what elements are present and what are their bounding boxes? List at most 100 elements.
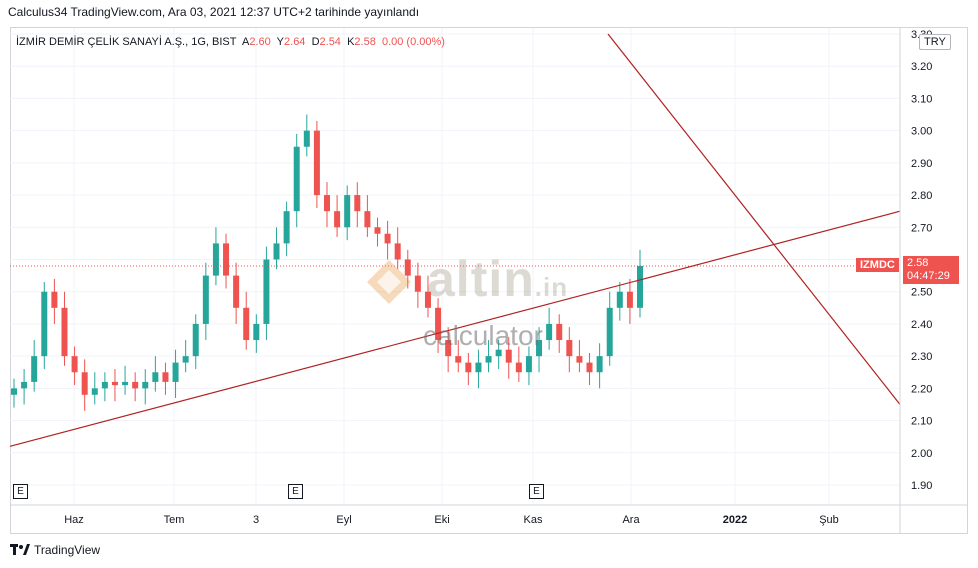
low-value: 2.54 [319,36,341,48]
candle [546,307,553,350]
x-tick-label: Şub [819,514,839,526]
candle [334,195,341,237]
high-value: 2.64 [284,36,306,48]
candle [132,372,139,402]
y-tick-label: 2.80 [911,190,932,202]
y-tick-label: 2.10 [911,416,932,428]
candle [243,291,250,350]
candle [364,195,371,237]
currency-button[interactable]: TRY [919,34,951,50]
y-tick-label: 2.40 [911,319,932,331]
candle [536,327,543,373]
candle [606,291,613,366]
candle [293,133,300,228]
candle [445,327,452,373]
candle [142,369,149,405]
y-axis: 1.902.002.102.202.302.402.502.602.702.80… [899,28,932,534]
candle [253,314,260,353]
x-tick-label: Tem [164,514,185,526]
y-tick-label: 2.20 [911,383,932,395]
candle [586,352,593,386]
candle [162,362,169,395]
candle [91,372,98,405]
candle [384,220,391,260]
y-tick-label: 3.20 [911,61,932,73]
candle [202,262,209,341]
candle [182,340,189,373]
candle [414,262,421,308]
candle [455,340,462,373]
y-tick-label: 1.90 [911,480,932,492]
candle [465,352,472,386]
candle [223,233,230,289]
y-tick-label: 2.50 [911,287,932,299]
candle [394,227,401,270]
candle [81,359,88,411]
candle [324,182,330,228]
trendlines [9,33,901,447]
support-trendline[interactable] [9,210,901,447]
candle [61,291,68,366]
x-tick-label: Ara [622,514,640,526]
candle [263,246,270,341]
footer[interactable]: TradingView [10,543,100,557]
candle [344,185,351,241]
candle [152,356,159,392]
earnings-event-marker[interactable]: E [529,484,544,499]
y-tick-label: 2.90 [911,158,932,170]
candle [424,275,431,318]
candle [101,372,108,402]
candle [475,349,482,389]
x-tick-label: Eyl [336,514,351,526]
earnings-event-marker[interactable]: E [13,484,28,499]
candle [616,282,623,321]
tradingview-logo-icon [10,544,30,555]
grid [10,28,900,505]
open-value: 2.60 [249,36,271,48]
last-price: 2.58 [907,257,929,269]
candle [122,365,129,395]
x-tick-label: Haz [64,514,84,526]
candle [192,314,199,370]
candle [11,378,17,408]
candle [41,282,48,370]
candle [21,369,28,405]
y-tick-label: 2.70 [911,222,932,234]
candle [212,227,219,286]
candle [637,249,643,318]
candle [515,346,522,382]
symbol-name: İZMİR DEMİR ÇELİK SANAYİ A.Ş., 1G, BIST [16,36,237,48]
y-tick-label: 2.00 [911,448,932,460]
last-price-tag: 2.58 04:47:29 [903,256,959,284]
candles [11,114,643,411]
publish-info: Calculus34 TradingView.com, Ara 03, 2021… [8,5,420,19]
y-tick-label: 2.30 [911,351,932,363]
symbol-legend: İZMİR DEMİR ÇELİK SANAYİ A.Ş., 1G, BIST … [16,36,445,48]
candle [566,327,573,373]
candle [596,343,603,389]
candle [233,262,240,324]
candle [172,349,179,399]
candle [626,278,633,324]
candle [303,114,310,157]
candle [354,182,361,228]
candle [283,201,290,257]
candle [273,227,280,270]
candle [374,217,381,247]
x-tick-label: 2022 [723,514,747,526]
ticker-tag: IZMDC [856,258,899,272]
y-tick-label: 3.10 [911,93,932,105]
candle [525,346,532,386]
candle [313,120,320,208]
candle [505,336,512,379]
resistance-trendline[interactable] [607,33,901,405]
x-tick-label: 3 [253,514,259,526]
y-tick-label: 3.00 [911,126,932,138]
chart-frame [10,27,968,534]
candle [51,278,58,324]
candle [485,340,492,373]
earnings-event-marker[interactable]: E [288,484,303,499]
close-value: 2.58 [354,36,376,48]
candle [71,346,78,386]
